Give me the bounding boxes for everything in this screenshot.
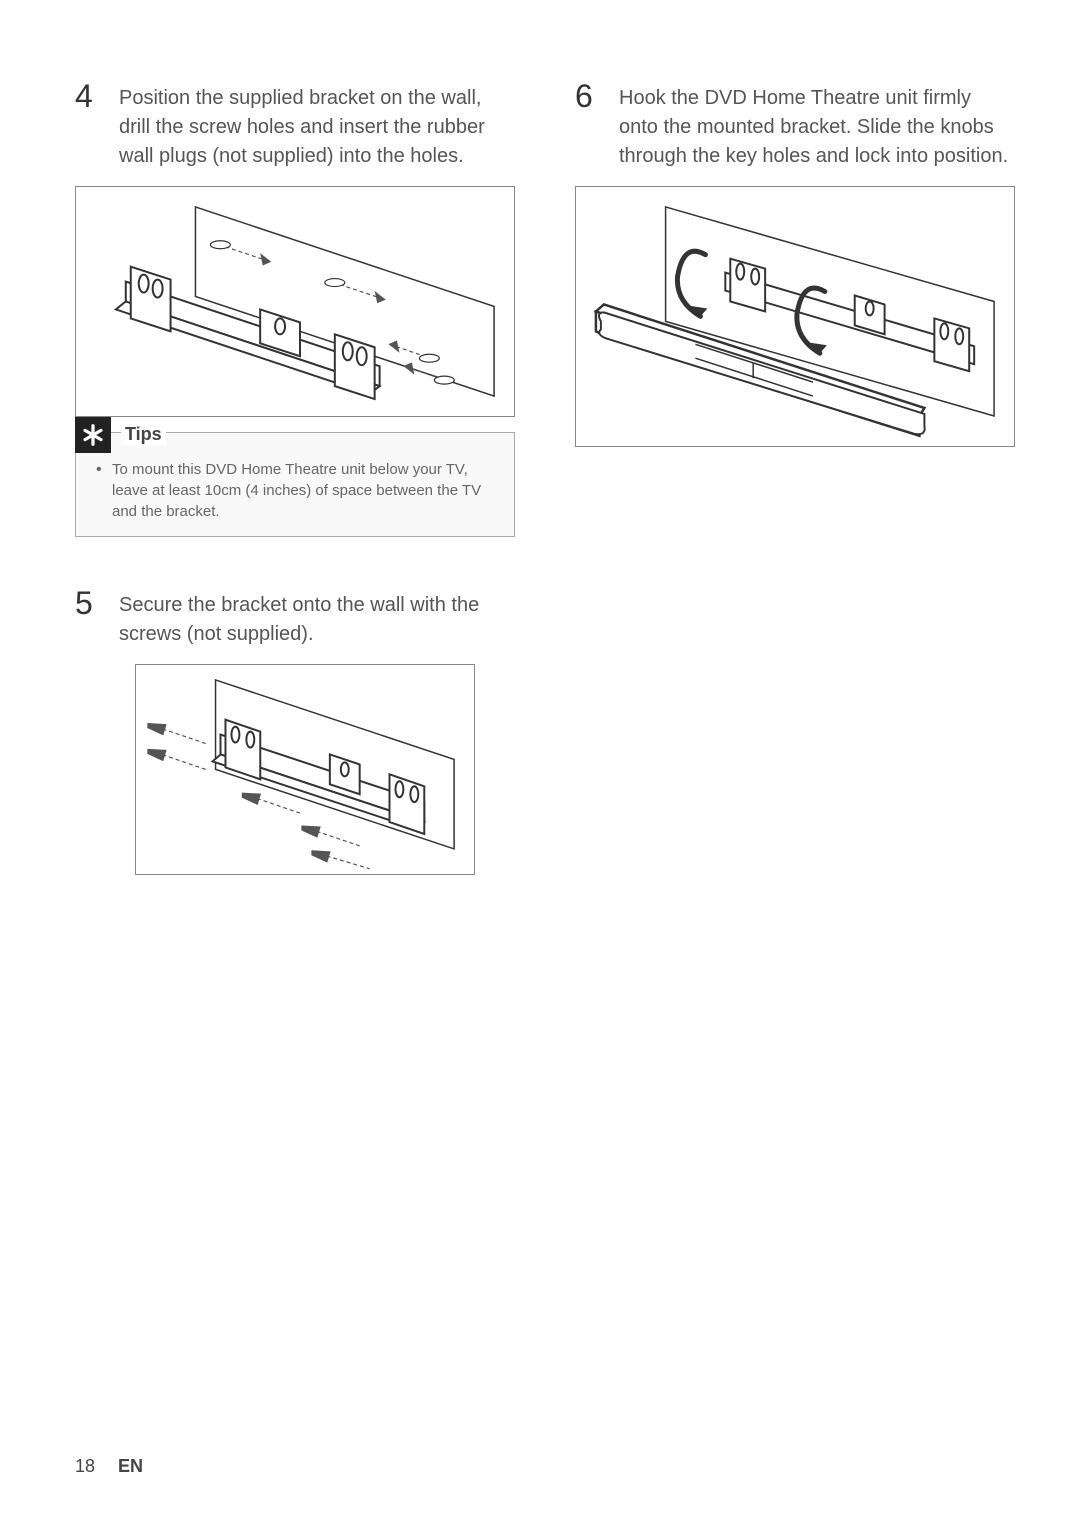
page-number: 18 bbox=[75, 1456, 95, 1476]
tips-box: Tips To mount this DVD Home Theatre unit… bbox=[75, 432, 515, 537]
diagram-step-5 bbox=[135, 664, 475, 875]
right-column: 6 Hook the DVD Home Theatre unit firmly … bbox=[575, 80, 1015, 890]
step-6: 6 Hook the DVD Home Theatre unit firmly … bbox=[575, 80, 1015, 171]
step-6-number: 6 bbox=[575, 80, 599, 171]
left-column: 4 Position the supplied bracket on the w… bbox=[75, 80, 515, 890]
step-4: 4 Position the supplied bracket on the w… bbox=[75, 80, 515, 171]
step-5-number: 5 bbox=[75, 587, 99, 649]
step-4-text: Position the supplied bracket on the wal… bbox=[119, 80, 515, 171]
step-6-text: Hook the DVD Home Theatre unit firmly on… bbox=[619, 80, 1015, 171]
page-footer: 18 EN bbox=[75, 1456, 143, 1477]
diagram-step-4 bbox=[75, 186, 515, 417]
page-content: 4 Position the supplied bracket on the w… bbox=[0, 0, 1080, 930]
page-lang: EN bbox=[118, 1456, 143, 1476]
step-5-text: Secure the bracket onto the wall with th… bbox=[119, 587, 515, 649]
tips-label: Tips bbox=[121, 424, 166, 445]
tips-text: To mount this DVD Home Theatre unit belo… bbox=[90, 445, 500, 522]
diagram-step-6 bbox=[575, 186, 1015, 447]
step-4-number: 4 bbox=[75, 80, 99, 171]
step-5: 5 Secure the bracket onto the wall with … bbox=[75, 587, 515, 649]
